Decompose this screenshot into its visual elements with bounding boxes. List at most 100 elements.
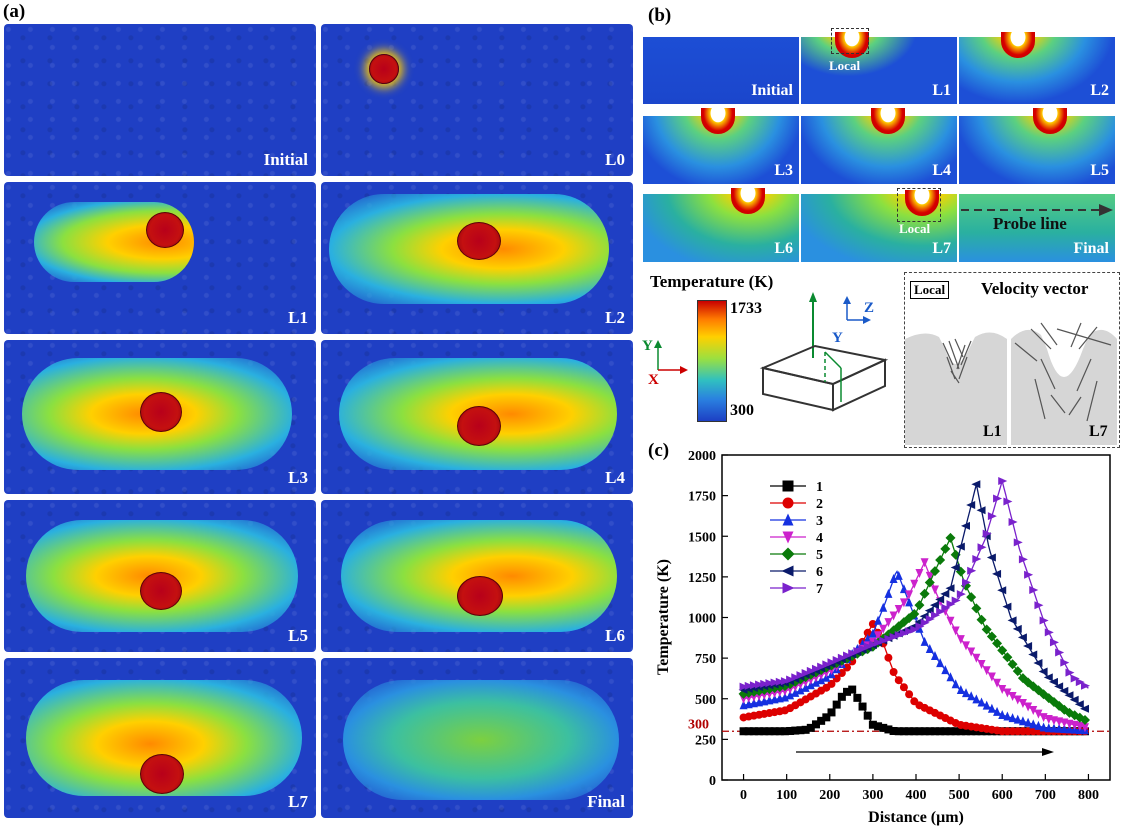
data-point bbox=[951, 727, 960, 736]
data-point bbox=[889, 632, 899, 641]
data-point bbox=[879, 624, 888, 634]
tile-label: L1 bbox=[288, 308, 308, 327]
data-point bbox=[1008, 517, 1018, 526]
data-point bbox=[827, 679, 836, 688]
data-point bbox=[884, 618, 893, 628]
x-tick-label: 700 bbox=[1035, 788, 1056, 803]
data-point bbox=[894, 604, 903, 614]
data-point bbox=[786, 675, 796, 684]
data-point bbox=[925, 571, 934, 581]
data-point bbox=[899, 727, 908, 736]
data-point bbox=[930, 727, 939, 736]
legend-label: 3 bbox=[816, 514, 823, 529]
y-tick-label: 1750 bbox=[688, 490, 716, 505]
data-point bbox=[998, 710, 1007, 719]
reference-line-label: 300 bbox=[688, 717, 709, 732]
data-point bbox=[874, 615, 883, 625]
data-point bbox=[1075, 678, 1085, 687]
data-point bbox=[775, 677, 785, 686]
data-point bbox=[971, 603, 982, 614]
melt-pool bbox=[1033, 108, 1067, 134]
data-point bbox=[930, 611, 940, 620]
data-point bbox=[765, 727, 774, 736]
data-point bbox=[967, 727, 976, 736]
data-point bbox=[1024, 717, 1033, 727]
data-point bbox=[1064, 691, 1074, 700]
data-point bbox=[976, 614, 987, 625]
data-point bbox=[1012, 624, 1022, 633]
data-point bbox=[874, 722, 883, 731]
data-point bbox=[1013, 538, 1023, 547]
data-point bbox=[868, 620, 877, 628]
data-point bbox=[1059, 686, 1069, 695]
data-point bbox=[920, 636, 929, 646]
tile-initial: Initial bbox=[4, 24, 316, 176]
data-point bbox=[858, 644, 868, 653]
data-point bbox=[1065, 724, 1074, 734]
data-point bbox=[1013, 714, 1022, 724]
data-point bbox=[1018, 699, 1027, 709]
data-point bbox=[925, 727, 934, 736]
section-label: Initial bbox=[751, 82, 793, 99]
data-point bbox=[801, 669, 811, 678]
velocity-label-l7: L7 bbox=[1089, 423, 1108, 440]
melt-pool bbox=[701, 108, 735, 134]
data-point bbox=[946, 672, 955, 682]
data-point bbox=[863, 642, 873, 651]
data-point bbox=[863, 628, 872, 637]
data-point bbox=[889, 611, 898, 621]
data-point bbox=[1059, 704, 1070, 715]
data-point bbox=[993, 678, 1002, 688]
data-point bbox=[946, 600, 956, 609]
data-point bbox=[1064, 707, 1075, 718]
data-point bbox=[915, 568, 924, 578]
data-point bbox=[748, 686, 759, 697]
data-point bbox=[1055, 723, 1064, 733]
data-point bbox=[770, 727, 779, 736]
data-point bbox=[1029, 719, 1038, 729]
tile-label: Initial bbox=[263, 150, 308, 169]
data-point bbox=[755, 727, 764, 736]
section-l2: L2 bbox=[959, 28, 1115, 104]
data-point bbox=[941, 727, 950, 736]
x-axis-label: Distance (μm) bbox=[868, 809, 964, 826]
data-point bbox=[1060, 724, 1069, 734]
data-point bbox=[1002, 602, 1012, 611]
data-point bbox=[935, 595, 945, 604]
legend-marker bbox=[782, 480, 794, 492]
data-point bbox=[997, 586, 1007, 595]
data-point bbox=[786, 726, 795, 735]
data-point bbox=[1013, 695, 1022, 705]
data-point bbox=[843, 663, 852, 672]
data-point bbox=[806, 680, 815, 690]
data-point bbox=[899, 629, 909, 638]
data-point bbox=[894, 570, 903, 580]
data-point bbox=[801, 682, 810, 692]
legend-label: 4 bbox=[816, 531, 823, 546]
data-point bbox=[929, 566, 940, 577]
series-7 bbox=[739, 477, 1090, 691]
tile-label: L0 bbox=[605, 150, 625, 169]
data-point bbox=[780, 686, 789, 696]
x-tick-label: 300 bbox=[862, 788, 883, 803]
data-point bbox=[827, 658, 837, 667]
data-point bbox=[993, 494, 1003, 503]
data-point bbox=[977, 697, 986, 707]
data-point bbox=[972, 555, 982, 563]
data-point bbox=[894, 676, 903, 685]
data-point bbox=[775, 727, 784, 736]
data-point bbox=[1049, 723, 1058, 733]
data-point bbox=[817, 716, 826, 725]
data-point bbox=[962, 641, 971, 651]
data-point bbox=[1044, 628, 1054, 637]
local-box bbox=[897, 188, 941, 222]
x-tick-label: 0 bbox=[740, 788, 747, 803]
probe-line-arrow bbox=[961, 204, 1113, 216]
melt-pool bbox=[731, 188, 765, 214]
xy-axis-triad bbox=[654, 340, 688, 374]
data-point bbox=[1044, 723, 1053, 733]
data-point bbox=[811, 720, 820, 729]
data-point bbox=[1080, 681, 1090, 690]
section-l7: Local L7 bbox=[801, 188, 957, 262]
panel-c-label: (c) bbox=[648, 440, 670, 461]
